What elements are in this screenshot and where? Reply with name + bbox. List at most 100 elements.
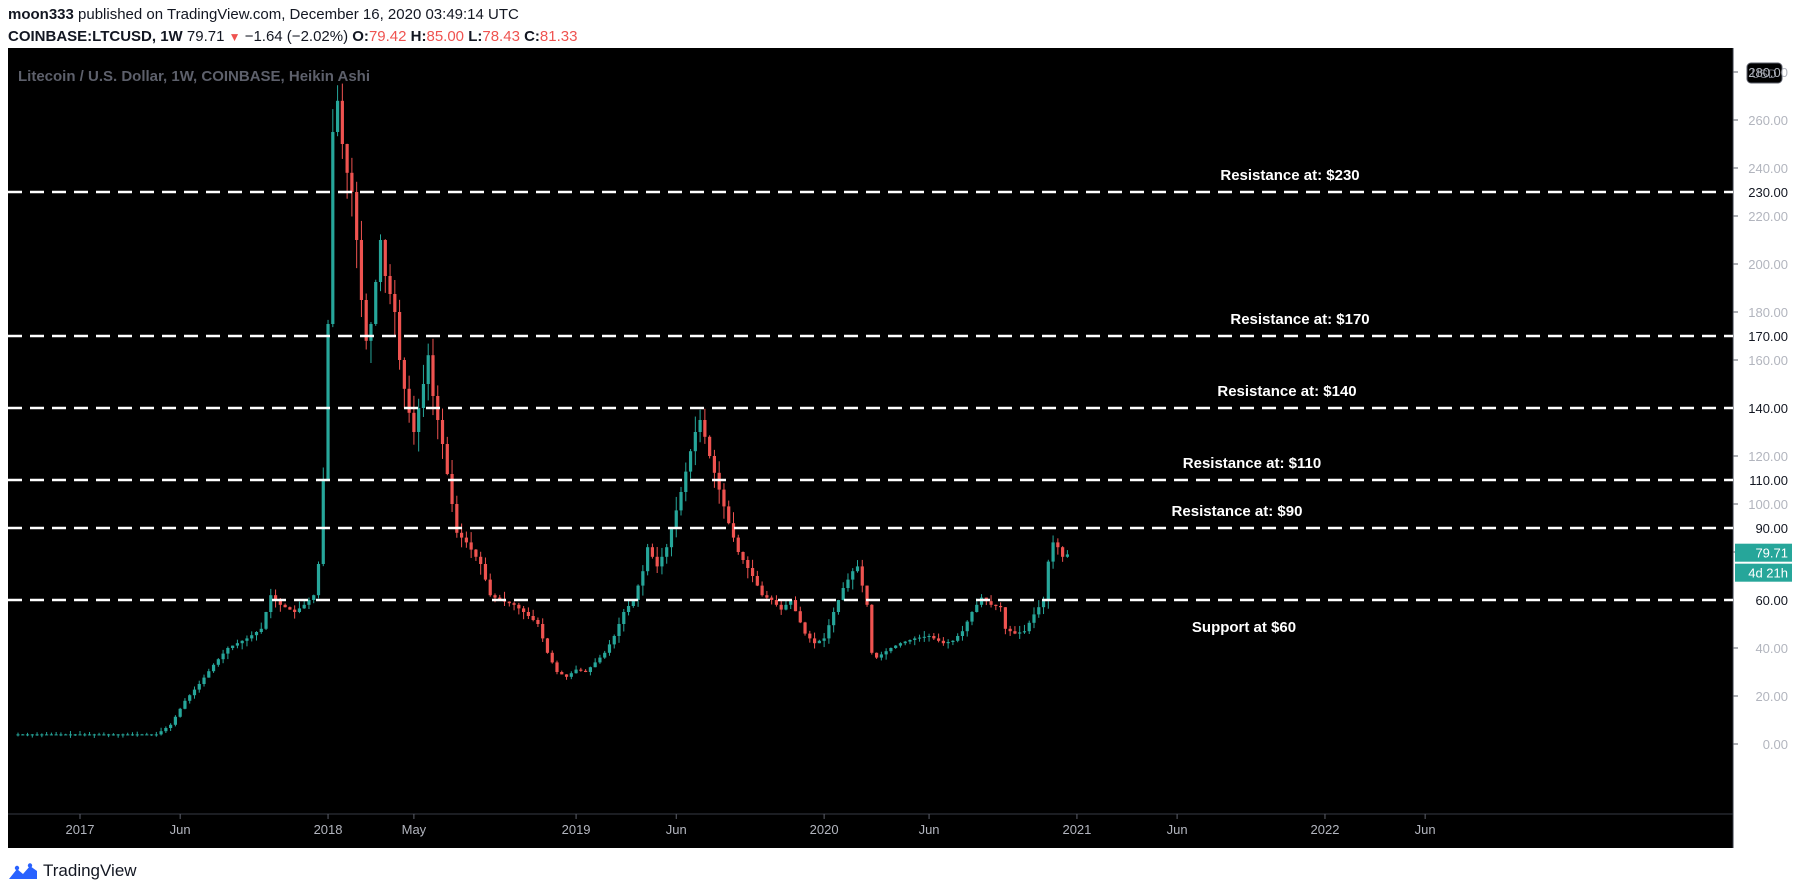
candle-body xyxy=(397,312,402,360)
candle-body xyxy=(293,609,297,612)
candle-body xyxy=(1008,628,1012,632)
currency-badge[interactable] xyxy=(1746,62,1783,84)
chart-title: Litecoin / U.S. Dollar, 1W, COINBASE, He… xyxy=(18,68,370,85)
candle-body xyxy=(832,612,836,626)
candle-body xyxy=(68,734,73,736)
close-label: C: xyxy=(524,28,540,45)
y-tick-label: 200.00 xyxy=(1748,257,1788,272)
x-tick-label: 2017 xyxy=(66,822,95,837)
candle-body xyxy=(750,568,755,576)
candle-body xyxy=(302,604,306,609)
candle-body xyxy=(149,734,154,736)
candle-body xyxy=(951,640,955,642)
author-name[interactable]: moon333 xyxy=(8,6,74,23)
high-value: 85.00 xyxy=(426,28,465,45)
candle-body xyxy=(536,620,540,624)
candle-body xyxy=(593,662,597,668)
price-change: −1.64 (−2.02%) xyxy=(244,28,349,45)
candle-body xyxy=(746,560,750,568)
candle-body xyxy=(407,388,411,413)
candle-body xyxy=(898,643,903,646)
candle-body xyxy=(45,734,49,736)
x-tick-label: Jun xyxy=(1167,822,1188,837)
tradingview-logo[interactable]: TradingView xyxy=(8,860,137,882)
level-price-tag xyxy=(1735,183,1792,201)
candle-body xyxy=(202,677,206,684)
candle-body xyxy=(426,355,430,384)
candle-body xyxy=(350,172,354,192)
candle-body xyxy=(388,276,392,294)
candle-body xyxy=(584,670,588,672)
candle-body xyxy=(722,489,726,507)
candle-body xyxy=(655,556,659,567)
candle-body xyxy=(531,616,535,620)
close-value: 81.33 xyxy=(539,28,578,45)
candle-body xyxy=(440,420,445,444)
candle-body xyxy=(965,621,969,632)
time-axis[interactable]: 2017 Jun 2018 May 2019 Jun 2020 Jun 2021 Jun 2022 J… xyxy=(66,814,1436,837)
y-tick-label: 220.00 xyxy=(1748,209,1788,224)
candle-body xyxy=(879,654,883,658)
candle-body xyxy=(789,600,793,605)
candle-body xyxy=(278,600,282,605)
candle-body xyxy=(460,532,464,538)
candle-body xyxy=(884,651,888,655)
candle-body xyxy=(183,700,187,709)
candle-body xyxy=(393,294,397,312)
candle-body xyxy=(126,734,130,736)
candle-body xyxy=(1037,607,1041,615)
candle-body xyxy=(660,556,664,567)
candle-body xyxy=(650,547,654,557)
candle-body xyxy=(64,734,68,736)
candle-body xyxy=(564,674,569,677)
x-tick-label: May xyxy=(402,822,427,837)
candle-body xyxy=(526,612,530,616)
publish-text: published on TradingView.com, December 1… xyxy=(73,6,519,23)
candle-body xyxy=(1032,614,1036,623)
candle-body xyxy=(488,579,492,596)
open-label: O: xyxy=(352,28,369,45)
y-tick-label: 120.00 xyxy=(1748,449,1788,464)
candle-body xyxy=(226,648,230,654)
candle-body xyxy=(860,566,864,586)
candle-body xyxy=(1061,547,1065,557)
candle-body xyxy=(145,734,149,736)
countdown-tag xyxy=(1735,563,1792,582)
price-axis[interactable]: 0.0020.0040.0080.00100.00120.00160.00180… xyxy=(1733,65,1792,752)
candle-body xyxy=(1046,561,1050,600)
candle-body xyxy=(16,734,20,736)
candle-body xyxy=(35,734,39,736)
candle-body xyxy=(941,640,945,644)
candle-body xyxy=(555,662,559,672)
y-tick-label: 20.00 xyxy=(1755,689,1788,704)
candle-body xyxy=(192,689,197,696)
level-price-tag xyxy=(1735,591,1792,609)
candle-body xyxy=(517,604,521,609)
chart-background xyxy=(8,48,1733,848)
candle-body xyxy=(922,636,926,638)
candle-body xyxy=(793,600,798,612)
candle-body xyxy=(116,734,120,736)
candle-body xyxy=(140,734,144,736)
candle-body xyxy=(1065,554,1069,557)
candle-body xyxy=(245,638,249,641)
candle-body xyxy=(765,595,769,598)
candle-body xyxy=(92,734,96,736)
current-price-tag xyxy=(1735,543,1792,562)
candle-body xyxy=(731,523,736,538)
candle-body xyxy=(617,624,621,636)
candle-body xyxy=(288,607,292,610)
candle-body xyxy=(1051,542,1055,562)
candle-body xyxy=(216,659,220,665)
candle-body xyxy=(211,664,216,672)
candle-body xyxy=(817,640,821,644)
candle-body xyxy=(851,571,855,580)
candle-body xyxy=(340,100,344,144)
candle-body xyxy=(59,734,63,736)
level-price-tag xyxy=(1735,471,1792,489)
tradingview-brand: TradingView xyxy=(43,861,137,880)
candle-body xyxy=(612,636,616,645)
candle-body xyxy=(626,606,631,612)
candle-body xyxy=(641,571,645,586)
